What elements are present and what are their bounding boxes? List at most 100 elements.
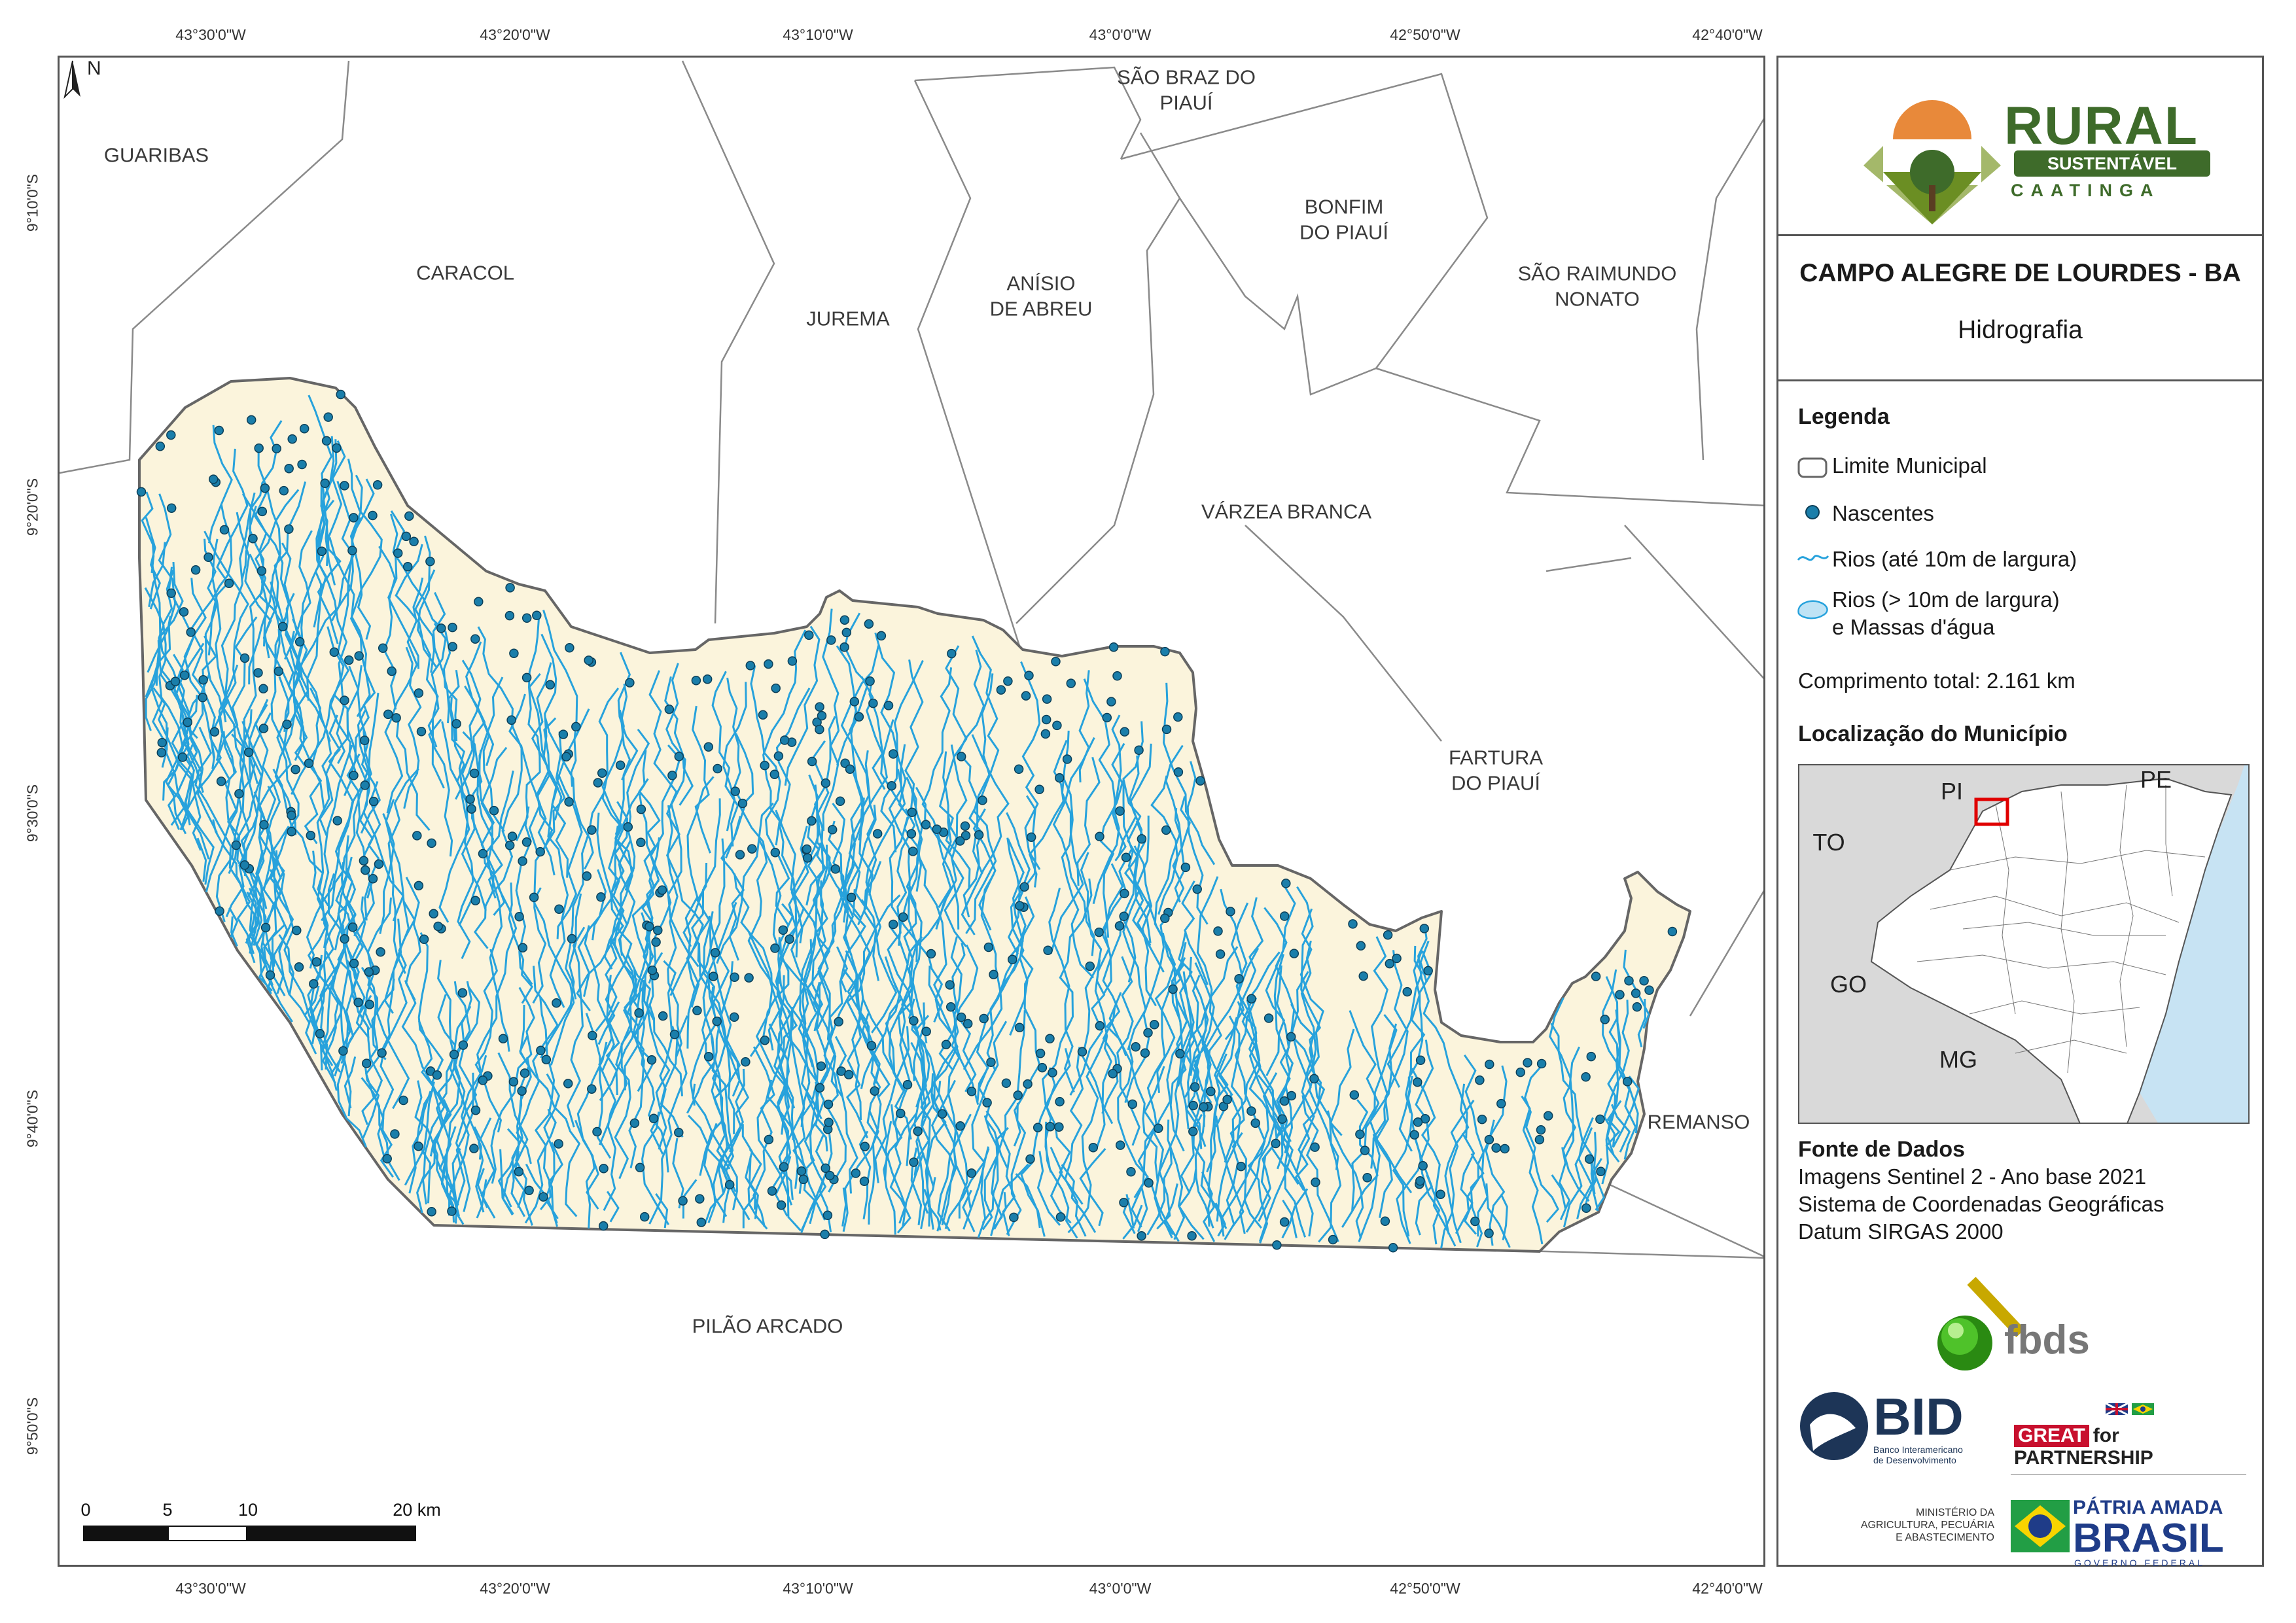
spring-point — [1019, 882, 1029, 892]
bid-logo-sub: Banco Interamericano de Desenvolvimento — [1873, 1444, 1963, 1465]
spring-point — [820, 1229, 830, 1240]
river-segment — [1020, 1048, 1071, 1237]
spring-point — [179, 670, 190, 680]
river-segment — [962, 1189, 976, 1232]
river-segment — [1549, 997, 1575, 1160]
spring-point — [1272, 1240, 1282, 1250]
scale-label-20: 20 km — [393, 1500, 441, 1520]
spring-point — [186, 627, 196, 637]
map-canvas — [60, 60, 1763, 1259]
river-segment — [1220, 1109, 1269, 1237]
spring-point — [552, 998, 561, 1008]
spring-point — [469, 768, 480, 778]
river-segment — [150, 561, 218, 833]
spring-point — [1536, 1058, 1547, 1069]
spring-point — [764, 1134, 774, 1145]
spring-point — [451, 719, 461, 729]
river-segment — [1116, 956, 1140, 1146]
river-segment — [944, 812, 967, 947]
river-segment — [1602, 969, 1639, 1134]
river-segment — [384, 577, 424, 814]
spring-point — [253, 668, 263, 678]
spring-point — [344, 655, 354, 665]
spring-point — [597, 768, 607, 778]
rural-logo-word: RURAL — [2004, 96, 2199, 156]
spring-point — [798, 1174, 809, 1185]
spring-point — [571, 722, 581, 732]
spring-point — [323, 412, 333, 422]
spring-point — [521, 672, 532, 683]
spring-point — [398, 1095, 408, 1106]
river-segment — [868, 678, 886, 790]
spring-point — [623, 822, 633, 832]
river-segment — [599, 982, 647, 1102]
spring-point — [359, 735, 370, 746]
spring-point — [1226, 907, 1235, 916]
spring-point — [447, 1206, 457, 1216]
river-segment — [823, 744, 906, 1053]
spring-point — [216, 777, 226, 786]
spring-point — [1127, 1099, 1138, 1109]
spring-point — [432, 1070, 442, 1080]
spring-point — [317, 546, 327, 556]
river-segment — [528, 672, 569, 878]
river-segment — [628, 952, 663, 1168]
river-segment — [976, 837, 1021, 1102]
spring-point — [1496, 1098, 1506, 1109]
river-segment — [429, 1005, 472, 1157]
spring-point — [639, 1212, 650, 1222]
river-segment — [361, 967, 380, 1139]
spring-point — [587, 1084, 597, 1094]
spring-point — [865, 676, 875, 686]
river-segment — [776, 1007, 794, 1200]
location-inset-canvas — [1799, 765, 2248, 1123]
river-segment — [860, 956, 903, 1090]
spring-point — [469, 1143, 479, 1153]
spring-point — [730, 786, 740, 796]
river-segment — [1162, 682, 1216, 865]
river-segment — [574, 1119, 595, 1229]
spring-point — [215, 906, 224, 916]
spring-point — [1470, 1216, 1480, 1227]
spring-point — [336, 389, 345, 400]
spring-point — [883, 701, 894, 710]
river-segment — [1576, 1161, 1595, 1219]
brasil-flag-icon — [2011, 1500, 2070, 1552]
river-segment — [1078, 670, 1090, 783]
great-partnership-logo: GREAT for PARTNERSHIP — [2014, 1425, 2262, 1469]
river-segment — [888, 899, 947, 1091]
river-segment — [716, 802, 774, 964]
coord-left-5: 9°50'0"S — [24, 1397, 41, 1456]
spring-point — [1279, 911, 1290, 921]
river-segment — [1108, 992, 1159, 1181]
river-segment — [692, 1083, 738, 1211]
river-segment — [1080, 852, 1114, 1125]
spring-point — [802, 853, 813, 863]
spring-point — [822, 1210, 833, 1221]
spring-point — [208, 474, 219, 484]
spring-point — [657, 885, 667, 895]
river-segment — [179, 578, 207, 767]
river-segment — [428, 718, 453, 857]
spring-point — [564, 797, 574, 807]
fbds-logo-icon — [1937, 1276, 2025, 1370]
river-segment — [1150, 775, 1178, 915]
river-segment — [304, 688, 323, 845]
spring-point — [1596, 1166, 1606, 1176]
spring-point — [1040, 729, 1051, 739]
river-segment — [874, 1026, 910, 1183]
river-segment — [508, 693, 542, 854]
spring-point — [224, 578, 234, 589]
spring-point — [1199, 1102, 1209, 1112]
spring-point — [1595, 1114, 1605, 1125]
river-segment — [706, 1123, 721, 1223]
spring-point — [703, 742, 714, 752]
spring-point — [830, 864, 841, 874]
spring-point — [258, 684, 268, 693]
spring-point — [1436, 1189, 1445, 1199]
spring-point — [815, 724, 824, 735]
spring-point — [1014, 1022, 1025, 1033]
spring-point — [849, 697, 860, 707]
spring-point — [265, 970, 275, 980]
spring-point — [1112, 671, 1122, 681]
